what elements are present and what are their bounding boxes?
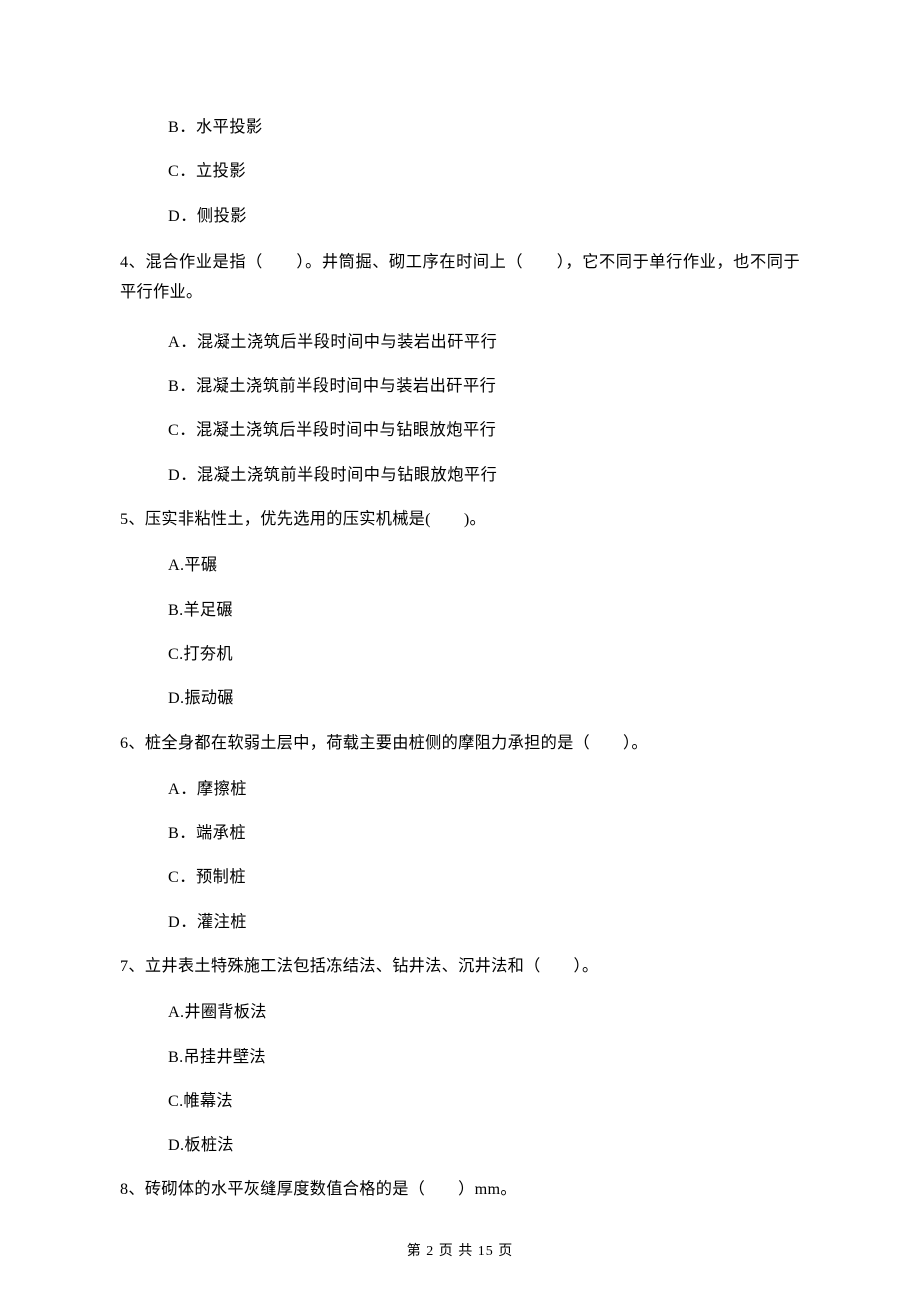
q6-option-d: D．灌注桩 [168, 910, 800, 934]
q4-stem: 4、混合作业是指（ ）。井筒掘、砌工序在时间上（ ），它不同于单行作业，也不同于… [120, 248, 800, 308]
q7-option-d: D.板桩法 [168, 1133, 800, 1157]
page-footer: 第 2 页 共 15 页 [0, 1240, 920, 1260]
q3-option-d: D．侧投影 [168, 204, 800, 228]
q5-option-d: D.振动碾 [168, 686, 800, 710]
page-content: B．水平投影 C．立投影 D．侧投影 4、混合作业是指（ ）。井筒掘、砌工序在时… [0, 0, 920, 1202]
q6-option-c: C．预制桩 [168, 865, 800, 889]
q4-option-c: C．混凝土浇筑后半段时间中与钻眼放炮平行 [168, 418, 800, 442]
q4-option-a: A．混凝土浇筑后半段时间中与装岩出矸平行 [168, 330, 800, 354]
q7-option-b: B.吊挂井壁法 [168, 1045, 800, 1069]
q7-option-a: A.井圈背板法 [168, 1000, 800, 1024]
q5-option-b: B.羊足碾 [168, 598, 800, 622]
q5-option-c: C.打夯机 [168, 642, 800, 666]
q5-stem: 5、压实非粘性土，优先选用的压实机械是( )。 [120, 507, 800, 531]
q4-option-b: B．混凝土浇筑前半段时间中与装岩出矸平行 [168, 374, 800, 398]
q7-stem: 7、立井表土特殊施工法包括冻结法、钻井法、沉井法和（ ）。 [120, 954, 800, 978]
q7-option-c: C.帷幕法 [168, 1089, 800, 1113]
q3-option-c: C．立投影 [168, 159, 800, 183]
q3-option-b: B．水平投影 [168, 115, 800, 139]
q6-option-b: B．端承桩 [168, 821, 800, 845]
q6-stem: 6、桩全身都在软弱土层中，荷载主要由桩侧的摩阻力承担的是（ ）。 [120, 731, 800, 755]
q6-option-a: A．摩擦桩 [168, 777, 800, 801]
q4-option-d: D．混凝土浇筑前半段时间中与钻眼放炮平行 [168, 463, 800, 487]
q5-option-a: A.平碾 [168, 553, 800, 577]
q8-stem: 8、砖砌体的水平灰缝厚度数值合格的是（ ）mm。 [120, 1177, 800, 1201]
